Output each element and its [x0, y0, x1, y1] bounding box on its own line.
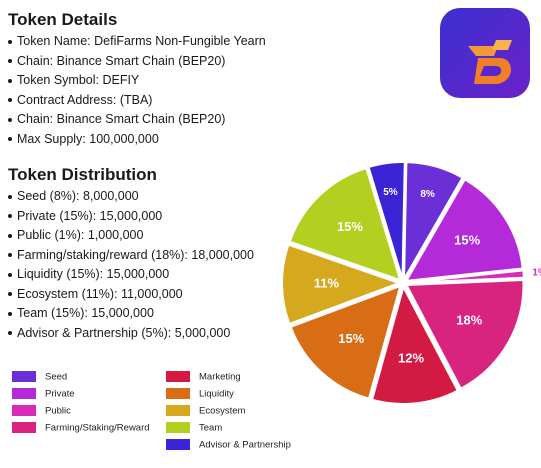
- pie-slice: [367, 161, 406, 280]
- list-item: Chain: Binance Smart Chain (BEP20): [8, 110, 266, 130]
- legend-swatch: [12, 405, 36, 416]
- item-text: Chain: Binance Smart Chain (BEP20): [17, 112, 226, 126]
- list-item: Token Symbol: DEFIY: [8, 71, 266, 91]
- list-item: Private (15%): 15,000,000: [8, 207, 254, 227]
- legend-label: Liquidity: [199, 389, 234, 400]
- pie-slice: [289, 284, 402, 400]
- legend-swatch: [166, 439, 190, 450]
- legend-label: Team: [199, 423, 222, 434]
- slice-label: 5%: [383, 187, 398, 198]
- legend-label: Ecosystem: [199, 406, 246, 417]
- legend-swatch: [166, 388, 190, 399]
- bullet: [8, 311, 12, 316]
- legend-swatch: [12, 371, 36, 382]
- slice-label: 18%: [456, 313, 482, 328]
- pie-slice: [404, 278, 525, 390]
- item-text: Token Symbol: DEFIY: [17, 73, 140, 87]
- legend-label: Advisor & Partnership: [199, 440, 291, 451]
- item-text: Farming/staking/reward (18%): 18,000,000: [17, 247, 254, 262]
- item-text: Private (15%): 15,000,000: [17, 208, 163, 223]
- bullet: [8, 98, 12, 103]
- bullet: [8, 117, 12, 122]
- item-text: Public (1%): 1,000,000: [17, 228, 144, 242]
- list-item: Max Supply: 100,000,000: [8, 130, 266, 150]
- list-item: Team (15%): 15,000,000: [8, 304, 254, 324]
- item-text: Team (15%): 15,000,000: [17, 306, 154, 320]
- list-item: Farming/staking/reward (18%): 18,000,000: [8, 246, 254, 266]
- legend-swatch: [12, 422, 36, 433]
- bullet: [8, 137, 12, 142]
- item-text: Chain: Binance Smart Chain (BEP20): [17, 53, 226, 68]
- legend-label: Public: [45, 406, 71, 417]
- pie-slice: [370, 284, 460, 405]
- bullet: [8, 59, 12, 64]
- bullet: [8, 78, 12, 83]
- list-item: Public (1%): 1,000,000: [8, 226, 254, 246]
- list-item: Seed (8%): 8,000,000: [8, 187, 254, 207]
- legend-label: Private: [45, 389, 75, 400]
- legend-swatch: [166, 371, 190, 382]
- distribution-list: Seed (8%): 8,000,000 Private (15%): 15,00…: [8, 187, 254, 343]
- legend-swatch: [12, 388, 36, 399]
- slice-label: 1%: [532, 267, 541, 278]
- item-text: Liquidity (15%): 15,000,000: [17, 267, 170, 281]
- details-title: Token Details: [8, 10, 118, 29]
- slice-label: 12%: [398, 351, 424, 366]
- slice-label: 15%: [454, 233, 480, 248]
- bullet: [8, 331, 12, 336]
- list-item: Ecosystem (11%): 11,000,000: [8, 285, 254, 305]
- list-item: Token Name: DefiFarms Non-Fungible Yearn: [8, 32, 266, 52]
- slice-label: 15%: [337, 219, 363, 234]
- item-text: Contract Address: (TBA): [17, 92, 153, 107]
- list-item: Chain: Binance Smart Chain (BEP20): [8, 52, 266, 72]
- item-text: Advisor & Partnership (5%): 5,000,000: [17, 325, 231, 340]
- logo: [440, 8, 530, 98]
- bullet: [8, 233, 12, 238]
- legend-label: Seed: [45, 372, 67, 383]
- bullet: [8, 253, 12, 258]
- item-text: Token Name: DefiFarms Non-Fungible Yearn: [17, 34, 266, 48]
- bullet: [8, 39, 12, 44]
- bullet: [8, 194, 12, 199]
- slice-label: 8%: [420, 189, 435, 200]
- list-item: Contract Address: (TBA): [8, 91, 266, 111]
- legend-swatch: [166, 422, 190, 433]
- pie-slice: [404, 178, 524, 283]
- pie-slice: [288, 166, 402, 282]
- legend-label: Marketing: [199, 372, 241, 383]
- item-text: Max Supply: 100,000,000: [17, 131, 159, 146]
- item-text: Seed (8%): 8,000,000: [17, 189, 139, 203]
- details-list: Token Name: DefiFarms Non-Fungible Yearn…: [8, 32, 266, 149]
- legend-label: Farming/Staking/Reward: [45, 423, 150, 434]
- pie-slice: [403, 161, 464, 280]
- item-text: Ecosystem (11%): 11,000,000: [17, 286, 183, 301]
- bullet: [8, 272, 12, 277]
- bullet: [8, 214, 12, 219]
- pie-slice: [281, 243, 402, 326]
- list-item: Liquidity (15%): 15,000,000: [8, 265, 254, 285]
- slice-label: 11%: [314, 275, 340, 290]
- list-item: Advisor & Partnership (5%): 5,000,000: [8, 324, 254, 344]
- bullet: [8, 292, 12, 297]
- pie-slice: [406, 269, 525, 284]
- slice-label: 15%: [338, 331, 364, 346]
- legend-swatch: [166, 405, 190, 416]
- distribution-title: Token Distribution: [8, 165, 157, 184]
